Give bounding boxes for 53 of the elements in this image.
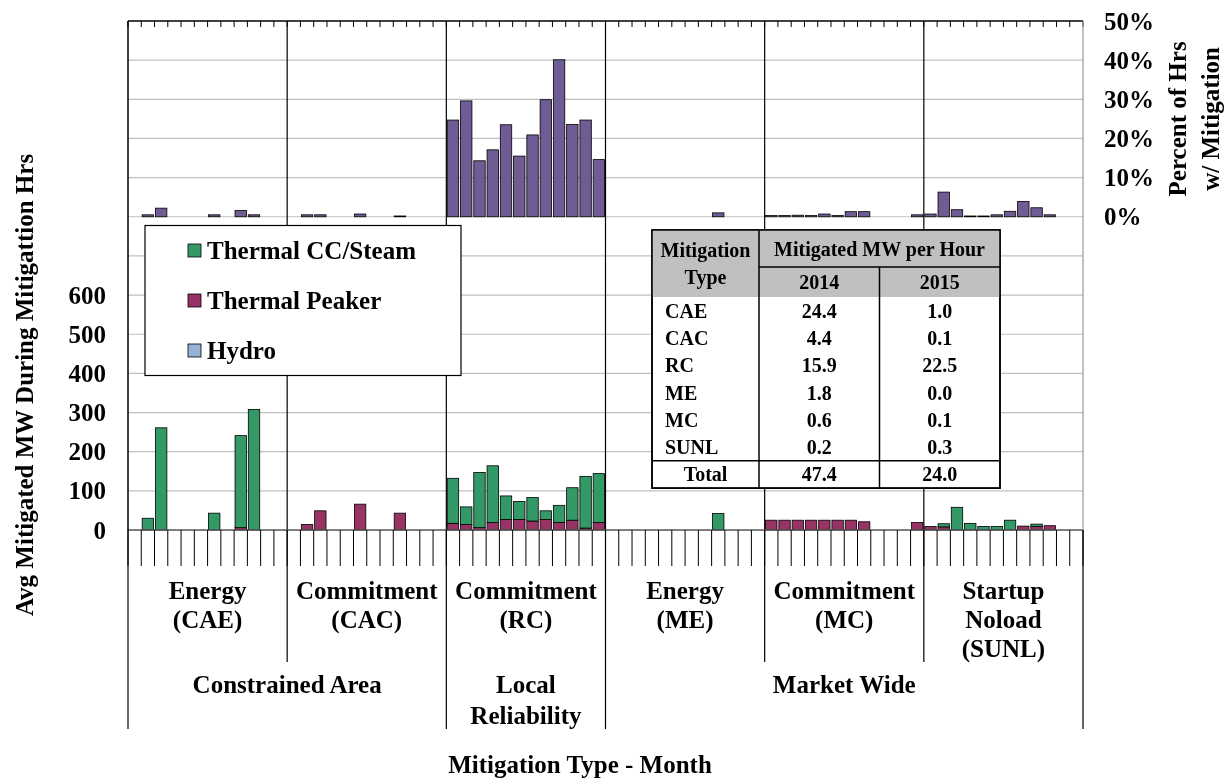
text: Commitment (RC)	[455, 576, 598, 634]
y2-tick-label: 40%	[1104, 46, 1154, 74]
data-label: 1.8	[806, 381, 832, 404]
data-label: 4.4	[806, 326, 832, 349]
category-label: ME	[665, 381, 698, 404]
text: Energy (CAE)	[168, 576, 247, 634]
y-tick-label: 500	[68, 320, 106, 348]
legend-title: Mitigated MW per Hour	[774, 237, 986, 261]
text: Constrained Area	[192, 670, 383, 698]
category-label: CAE	[665, 299, 708, 322]
text: Market Wide	[772, 670, 916, 698]
data-label: 15.9	[801, 354, 837, 377]
y2-tick-label: 0%	[1104, 203, 1142, 231]
category-label: MC	[665, 408, 699, 431]
text: Startup Noload (SUNL)	[961, 576, 1046, 663]
text: 2015	[919, 271, 960, 293]
data-label: 0.0	[927, 381, 953, 404]
y-tick-label: 100	[68, 477, 106, 505]
data-label: 0.2	[806, 436, 832, 459]
y-tick-label: 400	[68, 359, 106, 387]
data-label: 22.5	[922, 354, 958, 377]
data-label: 24.4	[801, 299, 837, 322]
y2-tick-label: 20%	[1104, 124, 1154, 152]
x-axis-title: Mitigation Type - Month	[448, 750, 712, 778]
y-tick-label: 300	[68, 399, 106, 427]
category-label: CAC	[665, 326, 709, 349]
data-label: 0.3	[927, 436, 953, 459]
data-label: 0.1	[927, 326, 953, 349]
data-label: 0.6	[806, 408, 832, 431]
legend-label: Thermal CC/Steam	[207, 237, 417, 264]
y-tick-label: 0	[93, 516, 106, 544]
y-tick-label: 600	[68, 281, 106, 309]
y2-tick-label: 30%	[1104, 85, 1154, 113]
legend-label: Hydro	[207, 337, 276, 364]
data-label: 47.4	[801, 463, 837, 486]
legend-label: Thermal Peaker	[207, 287, 382, 314]
data-label: 0.1	[927, 408, 953, 431]
text: Commitment (MC)	[773, 576, 916, 634]
y2-tick-label: 10%	[1104, 164, 1154, 192]
text: Energy (ME)	[646, 576, 725, 634]
category-label: Total	[683, 463, 728, 486]
y2-axis-title: Percent of Hrs w/ Mitigation	[1164, 41, 1224, 197]
y-axis-title: Avg Mitigated MW During Mitigattion Hrs	[10, 153, 38, 617]
y2-tick-label: 50%	[1104, 7, 1154, 35]
category-label: RC	[665, 354, 694, 377]
y-tick-label: 200	[68, 438, 106, 466]
series-label: 2014	[799, 271, 840, 293]
category-label: SUNL	[665, 436, 719, 459]
text: Commitment (CAC)	[295, 576, 439, 634]
data-label: 1.0	[927, 299, 953, 322]
data-label: 24.0	[922, 463, 958, 486]
text: Local Reliability	[470, 670, 582, 729]
text: Mitigation Type	[660, 239, 751, 289]
